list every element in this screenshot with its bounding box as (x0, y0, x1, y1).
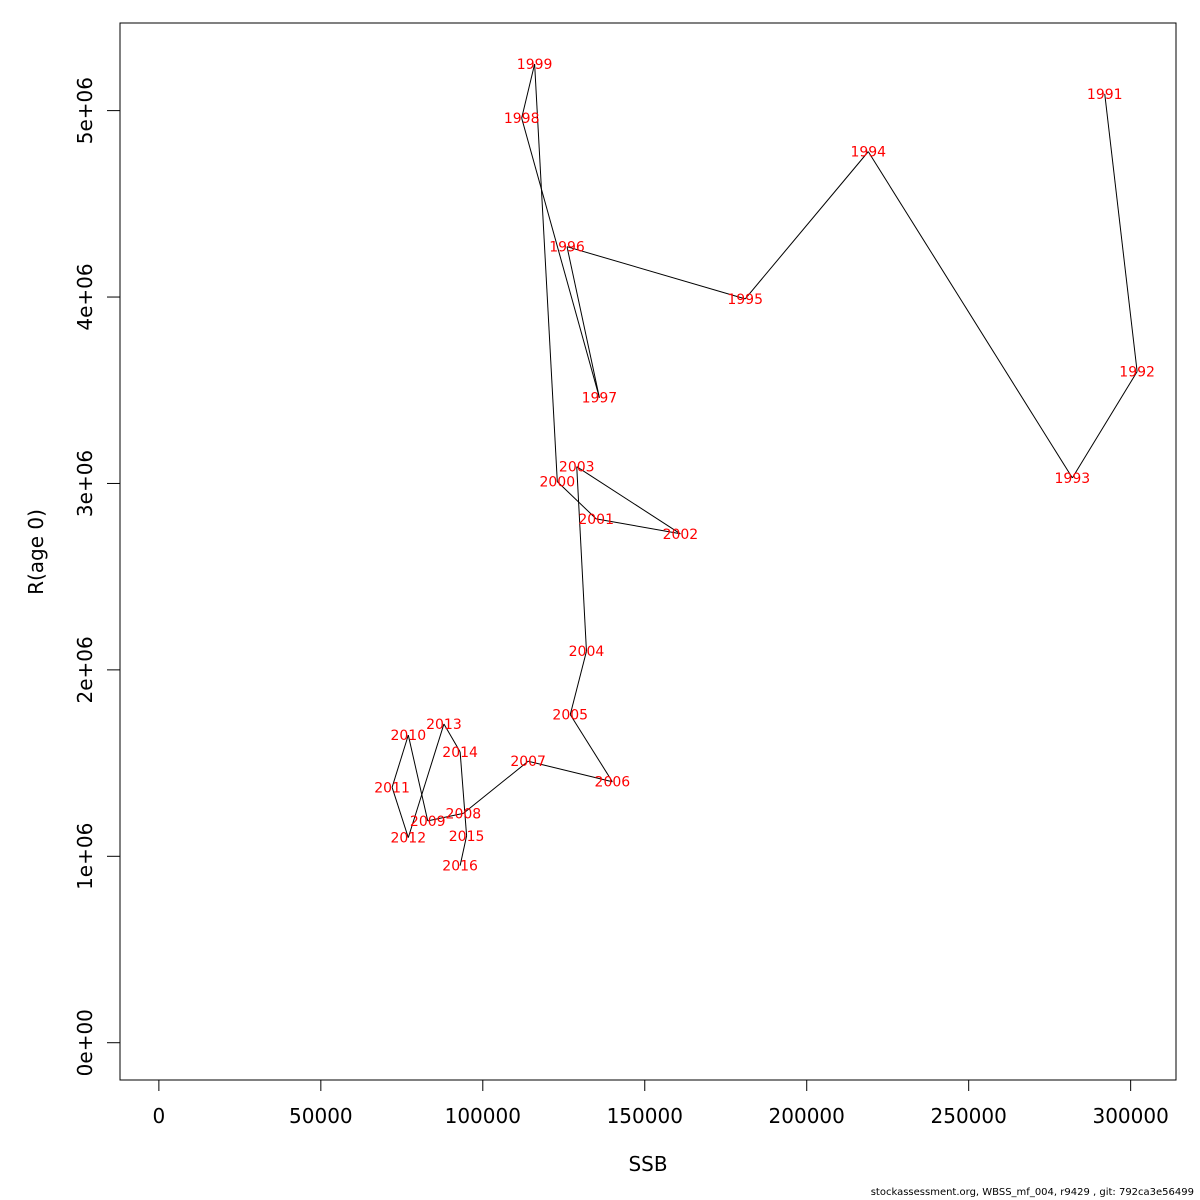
path-segment (576, 466, 681, 535)
year-label-2010: 2010 (390, 728, 426, 744)
x-tick-label: 100000 (445, 1104, 521, 1128)
x-tick-label: 300000 (1092, 1104, 1168, 1128)
year-label-2011: 2011 (374, 780, 410, 796)
year-label-2007: 2007 (510, 754, 546, 770)
y-tick-label: 3e+06 (73, 450, 97, 517)
y-tick-label: 2e+06 (73, 636, 97, 703)
x-tick-label: 150000 (607, 1104, 683, 1128)
path-segment (407, 735, 429, 821)
x-tick-label: 200000 (769, 1104, 845, 1128)
path-segment (596, 518, 681, 535)
path-segment (566, 246, 746, 300)
y-tick-label: 5e+06 (73, 77, 97, 144)
year-label-1994: 1994 (850, 145, 886, 161)
year-label-1996: 1996 (549, 240, 585, 256)
path-segment (867, 151, 1073, 479)
path-segment (391, 734, 409, 788)
year-label-2000: 2000 (539, 475, 575, 491)
path-segment (569, 714, 613, 782)
year-label-2001: 2001 (578, 512, 614, 528)
path-segment (569, 651, 587, 715)
y-axis: 0e+00 1e+06 2e+06 3e+06 4e+06 5e+06 (73, 77, 121, 1076)
year-label-2003: 2003 (559, 460, 595, 476)
path-segment (463, 760, 529, 814)
year-label-2013: 2013 (426, 717, 462, 733)
year-label-2002: 2002 (663, 527, 699, 543)
year-label-1997: 1997 (582, 391, 618, 407)
year-label-2009: 2009 (410, 814, 446, 830)
y-tick-label: 1e+06 (73, 823, 97, 890)
path-segment (528, 760, 613, 783)
year-label-1991: 1991 (1087, 87, 1123, 103)
year-label-2012: 2012 (390, 831, 426, 847)
path-segment (566, 246, 600, 398)
year-label-2016: 2016 (442, 859, 478, 875)
path-segment (407, 723, 445, 838)
year-label-1999: 1999 (517, 57, 553, 73)
year-label-1992: 1992 (1119, 365, 1155, 381)
year-label-2006: 2006 (595, 775, 631, 791)
path-segment (459, 751, 468, 836)
x-axis-title: SSB (628, 1152, 667, 1176)
plot-box (119, 22, 1177, 1081)
path-segment (556, 481, 597, 520)
year-label-2004: 2004 (569, 644, 605, 660)
year-label-1998: 1998 (504, 111, 540, 127)
path-segment (1104, 93, 1138, 372)
year-label-2014: 2014 (442, 745, 478, 761)
year-label-2015: 2015 (449, 829, 485, 845)
y-tick-label: 0e+00 (73, 1009, 97, 1076)
x-tick-label: 0 (153, 1104, 166, 1128)
y-tick-label: 4e+06 (73, 263, 97, 330)
y-axis-title: R(age 0) (24, 509, 48, 595)
year-label-2005: 2005 (552, 708, 588, 724)
year-label-2008: 2008 (446, 806, 482, 822)
path-segment (744, 151, 869, 300)
x-axis: 0 50000 100000 150000 200000 250000 300000 (153, 1079, 1169, 1128)
path-segment (521, 117, 600, 398)
year-label-1995: 1995 (727, 292, 763, 308)
path-segment (576, 466, 587, 652)
x-tick-label: 250000 (931, 1104, 1007, 1128)
x-tick-label: 50000 (289, 1104, 353, 1128)
year-labels: 1991 1992 1993 1994 1995 1996 1997 1998 1999 2000… (374, 57, 1155, 875)
path-segment (459, 835, 468, 866)
path-segment (534, 63, 558, 482)
year-label-1993: 1993 (1055, 471, 1091, 487)
path-segment (427, 812, 464, 822)
path-segment (391, 787, 409, 838)
path-segment (443, 723, 461, 753)
footer-source-note: stockassessment.org, WBSS_mf_004, r9429 … (870, 1187, 1194, 1198)
path-segment (1071, 371, 1138, 479)
path-segment (521, 63, 536, 119)
ssb-recruitment-path (391, 63, 1138, 866)
